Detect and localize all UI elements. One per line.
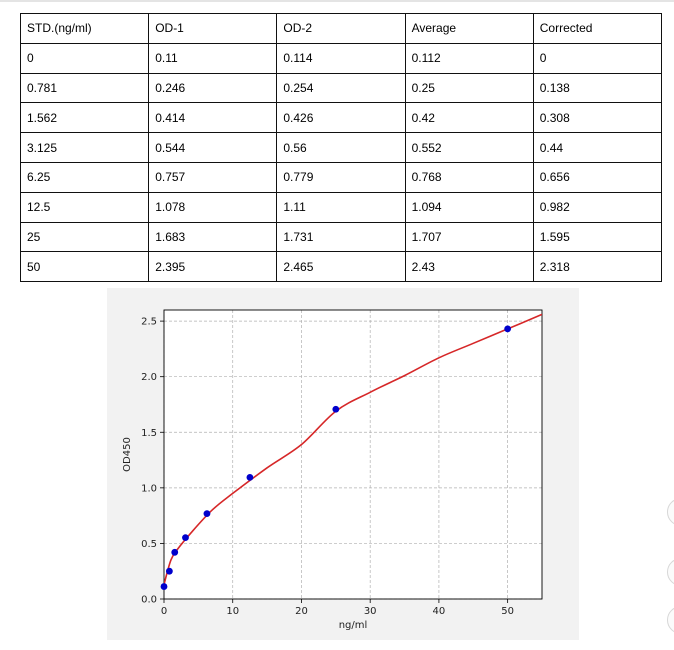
table-cell-std: 50 bbox=[19, 251, 150, 283]
y-tick-label: 2.0 bbox=[141, 372, 157, 383]
y-tick-label: 1.5 bbox=[141, 428, 157, 439]
table-cell-od1: 0.246 bbox=[148, 72, 278, 104]
table-row: 1.562 0.414 0.426 0.42 0.308 bbox=[19, 102, 663, 134]
table-cell-od1: 0.11 bbox=[148, 42, 278, 74]
table-cell-std: 3.125 bbox=[19, 132, 150, 163]
table-cell-corrected: 0.308 bbox=[532, 102, 663, 134]
table-cell-average: 2.43 bbox=[404, 251, 534, 283]
data-point bbox=[171, 548, 179, 556]
column-header-std: STD.(ng/ml) bbox=[19, 13, 150, 44]
table-cell-corrected: 0 bbox=[532, 42, 663, 74]
column-header-od2: OD-2 bbox=[276, 13, 406, 44]
table-cell-std: 25 bbox=[19, 221, 150, 253]
table-cell-average: 1.094 bbox=[404, 191, 534, 223]
table-cell-std: 0.781 bbox=[19, 72, 150, 104]
table-cell-corrected: 2.318 bbox=[532, 251, 663, 283]
standard-curve-table: STD.(ng/ml) OD-1 OD-2 Average Corrected … bbox=[19, 13, 663, 283]
table-cell-od2: 0.56 bbox=[276, 132, 406, 163]
table-cell-average: 0.42 bbox=[404, 102, 534, 134]
y-tick-label: 1.0 bbox=[141, 483, 157, 494]
table-cell-od2: 0.779 bbox=[276, 161, 406, 193]
column-header-average: Average bbox=[404, 13, 534, 44]
x-axis-label: ng/ml bbox=[339, 620, 368, 631]
table-cell-od1: 0.757 bbox=[148, 161, 278, 193]
data-point bbox=[332, 405, 340, 413]
table-header-row: STD.(ng/ml) OD-1 OD-2 Average Corrected bbox=[19, 13, 663, 44]
data-point bbox=[504, 325, 512, 333]
table-cell-corrected: 0.138 bbox=[532, 72, 663, 104]
table-cell-corrected: 0.656 bbox=[532, 161, 663, 193]
data-point bbox=[182, 534, 189, 542]
table-cell-od2: 0.114 bbox=[276, 42, 406, 74]
edge-circle-icon bbox=[667, 558, 674, 586]
table-row: 0 0.11 0.114 0.112 0 bbox=[19, 42, 663, 74]
y-tick-label: 2.5 bbox=[141, 317, 157, 328]
table-body: 0 0.11 0.114 0.112 0 0.781 0.246 0.254 0.25 0.138… bbox=[19, 42, 663, 283]
x-tick-label: 0 bbox=[161, 606, 167, 617]
table-cell-od2: 0.426 bbox=[276, 102, 406, 134]
plot-frame bbox=[163, 309, 543, 600]
data-point bbox=[165, 567, 173, 575]
y-tick-label: 0.0 bbox=[141, 595, 157, 606]
data-point bbox=[203, 510, 211, 518]
table-cell-std: 12.5 bbox=[19, 191, 150, 223]
table-cell-od1: 0.544 bbox=[148, 132, 278, 163]
x-tick-label: 30 bbox=[364, 606, 377, 617]
plot-area bbox=[164, 310, 542, 599]
table-cell-std: 0 bbox=[19, 42, 150, 74]
table-cell-corrected: 0.44 bbox=[532, 132, 663, 163]
table-cell-average: 0.552 bbox=[404, 132, 534, 163]
table-row: 12.5 1.078 1.11 1.094 0.982 bbox=[19, 191, 663, 223]
x-tick-label: 10 bbox=[226, 606, 239, 617]
table-cell-average: 0.112 bbox=[404, 42, 534, 74]
y-tick-label: 0.5 bbox=[141, 539, 157, 550]
table-cell-std: 6.25 bbox=[19, 161, 150, 193]
table-cell-od1: 1.683 bbox=[148, 221, 278, 253]
x-tick-label: 40 bbox=[433, 606, 446, 617]
table-cell-od2: 1.11 bbox=[276, 191, 406, 223]
table-cell-od2: 2.465 bbox=[276, 251, 406, 283]
data-point bbox=[160, 583, 168, 590]
table-cell-od1: 2.395 bbox=[148, 251, 278, 283]
table-row: 25 1.683 1.731 1.707 1.595 bbox=[19, 221, 663, 253]
table-cell-average: 0.25 bbox=[404, 72, 534, 104]
table-cell-std: 1.562 bbox=[19, 102, 150, 134]
table-cell-average: 1.707 bbox=[404, 221, 534, 253]
x-tick-label: 20 bbox=[295, 606, 308, 617]
column-header-od1: OD-1 bbox=[148, 13, 278, 44]
edge-circle-icon bbox=[667, 606, 674, 634]
table-cell-od2: 1.731 bbox=[276, 221, 406, 253]
table-cell-od1: 1.078 bbox=[148, 191, 278, 223]
data-point bbox=[246, 473, 254, 481]
top-divider bbox=[0, 0, 674, 2]
edge-circle-icon bbox=[667, 498, 674, 526]
table-cell-average: 0.768 bbox=[404, 161, 534, 193]
table-cell-corrected: 1.595 bbox=[532, 221, 663, 253]
table-row: 0.781 0.246 0.254 0.25 0.138 bbox=[19, 72, 663, 104]
table-cell-od1: 0.414 bbox=[148, 102, 278, 134]
table-row: 50 2.395 2.465 2.43 2.318 bbox=[19, 251, 663, 283]
chart-svg: 0 10 20 30 40 50 0.0 0.5 1.0 1.5 2.0 2.5 ng/ml OD450 bbox=[122, 309, 543, 631]
y-axis-label: OD450 bbox=[122, 437, 133, 472]
table-row: 3.125 0.544 0.56 0.552 0.44 bbox=[19, 132, 663, 163]
table-cell-corrected: 0.982 bbox=[532, 191, 663, 223]
table-cell-od2: 0.254 bbox=[276, 72, 406, 104]
fit-curve bbox=[164, 313, 542, 585]
x-tick-label: 50 bbox=[501, 606, 514, 617]
column-header-corrected: Corrected bbox=[532, 13, 663, 44]
standard-curve-chart: 0 10 20 30 40 50 0.0 0.5 1.0 1.5 2.0 2.5 ng/ml OD450 bbox=[107, 288, 579, 640]
table-row: 6.25 0.757 0.779 0.768 0.656 bbox=[19, 161, 663, 193]
